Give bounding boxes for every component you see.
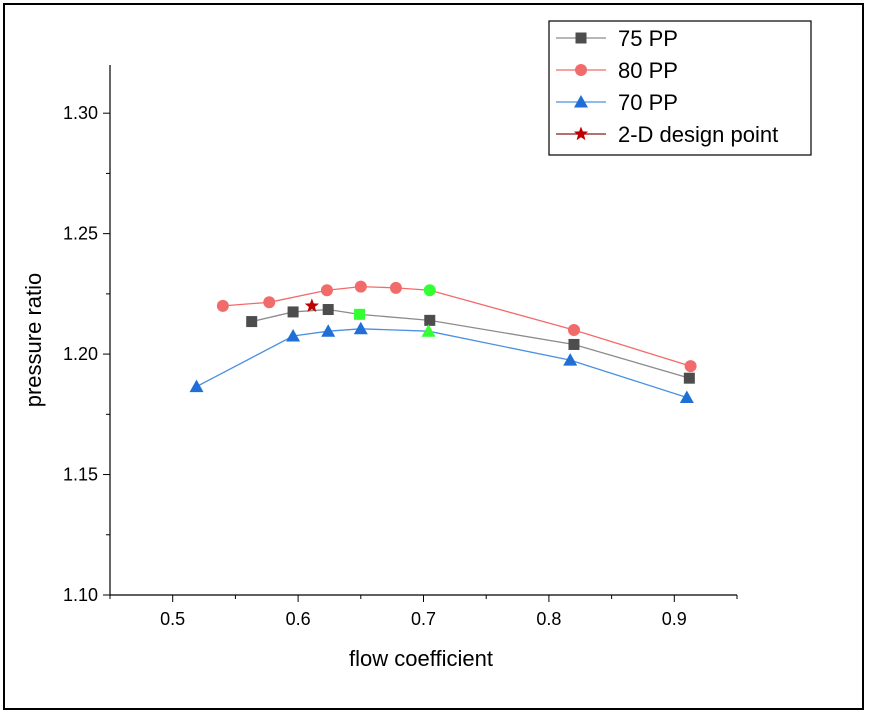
legend-label: 80 PP: [618, 58, 678, 83]
series-line: [196, 328, 688, 399]
series-line: [251, 308, 690, 379]
y-tick-label: 1.30: [63, 103, 98, 123]
legend-entry: 80 PP: [556, 58, 678, 83]
y-tick-label: 1.15: [63, 465, 98, 485]
data-point: [354, 280, 367, 293]
data-point: [683, 372, 695, 384]
series-80-pp: [216, 280, 697, 373]
x-tick-label: 0.5: [160, 609, 185, 629]
series-75-pp: [246, 304, 695, 384]
data-point: [286, 329, 301, 342]
legend-box: [548, 20, 812, 156]
data-point: [246, 316, 258, 328]
data-point: [679, 390, 694, 403]
x-tick-label: 0.8: [536, 609, 561, 629]
x-axis-title: flow coefficient: [349, 646, 493, 671]
legend-entry: 75 PP: [556, 26, 678, 51]
data-point: [320, 284, 333, 297]
data-point: [189, 379, 204, 393]
data-point: [321, 324, 336, 337]
data-point: [354, 308, 366, 320]
y-tick-label: 1.10: [63, 585, 98, 605]
legend: 75 PP 80 PP 70 PP 2-D design point: [548, 20, 812, 156]
data-point: [567, 324, 580, 336]
legend-label: 75 PP: [618, 26, 678, 51]
legend-marker: [573, 126, 589, 141]
series-line: [222, 285, 691, 367]
series-layer: [189, 280, 697, 403]
data-point: [421, 324, 436, 337]
data-point: [304, 298, 320, 312]
axes: 0.5 0.6 0.7 0.8 0.9 1.10 1.15 1.20 1.25 1.30: [63, 65, 738, 629]
data-point: [322, 304, 334, 316]
legend-entry: 2-D design point: [556, 122, 778, 147]
data-point: [287, 306, 299, 318]
legend-label: 70 PP: [618, 90, 678, 115]
data-point: [684, 360, 697, 373]
data-point: [263, 296, 276, 309]
series-70-pp: [189, 321, 694, 403]
legend-marker: [575, 64, 587, 76]
data-point: [353, 321, 368, 335]
series-2-d-design-point: [304, 298, 320, 312]
legend-marker: [575, 32, 587, 44]
x-tick-label: 0.7: [411, 609, 436, 629]
y-tick-label: 1.20: [63, 344, 98, 364]
x-tick-label: 0.6: [286, 609, 311, 629]
legend-marker: [574, 95, 588, 108]
y-axis-title: pressure ratio: [21, 273, 46, 408]
data-point: [424, 314, 436, 326]
data-point: [563, 353, 578, 366]
legend-label: 2-D design point: [618, 122, 778, 147]
data-point: [216, 299, 229, 312]
legend-entry: 70 PP: [556, 90, 678, 115]
data-point: [423, 284, 436, 297]
data-point: [389, 281, 402, 294]
x-tick-label: 0.9: [662, 609, 687, 629]
data-point: [568, 338, 580, 350]
y-tick-label: 1.25: [63, 224, 98, 244]
